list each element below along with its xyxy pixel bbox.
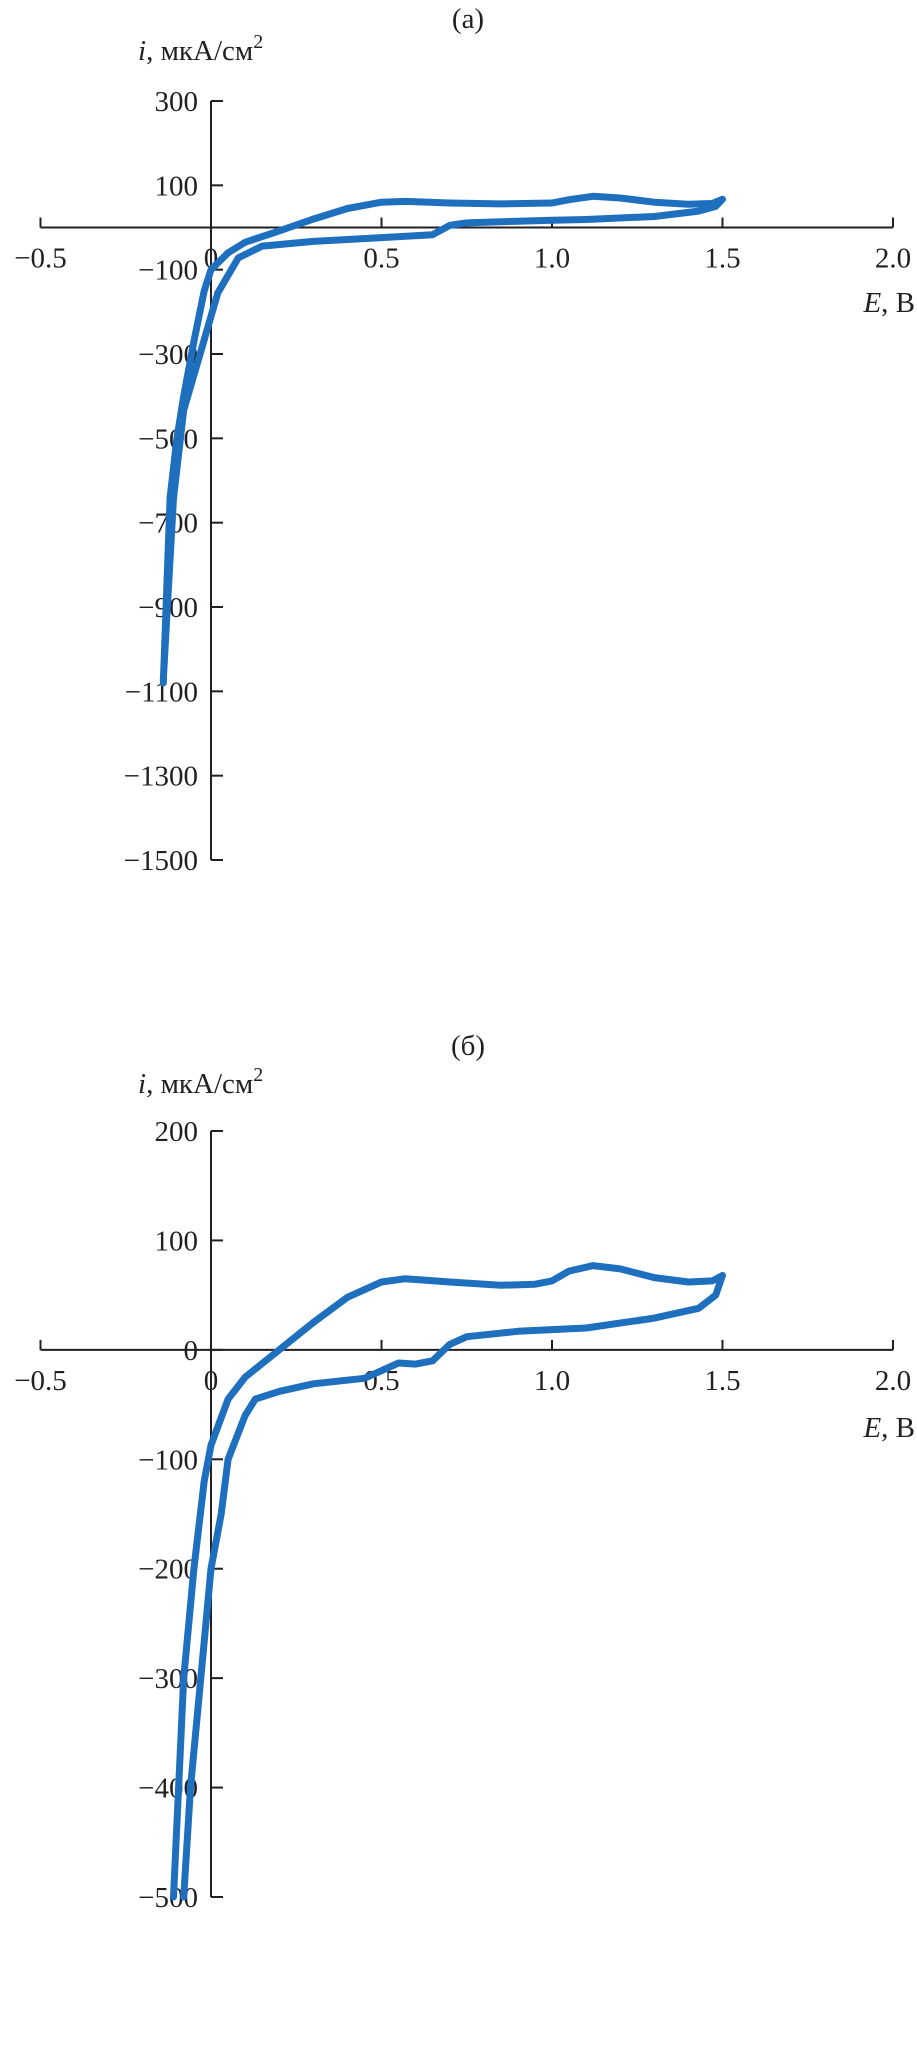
y-tick-label: −200 [138, 1554, 198, 1586]
x-tick-label: 1.0 [534, 1365, 570, 1397]
y-axis-label: i, мкА/см2 [138, 1064, 263, 1100]
y-tick-label: −1300 [124, 761, 198, 793]
y-tick-label: −300 [138, 1663, 198, 1695]
x-tick-label: 2.0 [875, 243, 911, 275]
x-tick-label: 0 [204, 1365, 219, 1397]
y-tick-label: 0 [184, 1335, 199, 1367]
y-tick-label: 100 [155, 1225, 199, 1257]
x-axis-unit: , В [881, 1412, 915, 1444]
x-tick-label: −0.5 [14, 243, 67, 275]
y-tick-label: 300 [155, 86, 199, 118]
y-axis-unit: , мкА/см [146, 35, 253, 67]
cv-curve [170, 1262, 726, 1901]
x-axis-unit: , В [881, 287, 915, 319]
x-axis-symbol: E [862, 1412, 881, 1444]
x-tick-label: 2.0 [875, 1365, 911, 1397]
y-tick-label: −100 [138, 255, 198, 287]
y-tick-label: −500 [138, 1882, 198, 1914]
panel-label: (б) [451, 1030, 485, 1062]
y-tick-label: 200 [155, 1116, 199, 1148]
y-axis-symbol: i [138, 35, 146, 67]
x-axis-symbol: E [862, 287, 881, 319]
x-tick-label: 0.5 [363, 243, 399, 275]
x-tick-label: 1.5 [704, 1365, 740, 1397]
x-tick-label: 1.0 [534, 243, 570, 275]
y-tick-label: −100 [138, 1444, 198, 1476]
x-axis-label: E, В [862, 287, 915, 319]
y-axis-symbol: i [138, 1068, 146, 1100]
x-tick-label: 1.5 [704, 243, 740, 275]
y-tick-label: −500 [138, 423, 198, 455]
y-axis-unit-sup: 2 [253, 31, 263, 53]
y-tick-label: 100 [155, 170, 199, 202]
y-axis-unit-sup: 2 [253, 1064, 263, 1086]
y-axis-label: i, мкА/см2 [138, 31, 263, 67]
cv-curve [159, 192, 726, 687]
y-axis-unit: , мкА/см [146, 1068, 253, 1100]
x-axis-label: E, В [862, 1412, 915, 1444]
y-tick-label: −1500 [124, 845, 198, 877]
x-tick-label: −0.5 [14, 1365, 67, 1397]
panel-label: (a) [452, 3, 484, 35]
